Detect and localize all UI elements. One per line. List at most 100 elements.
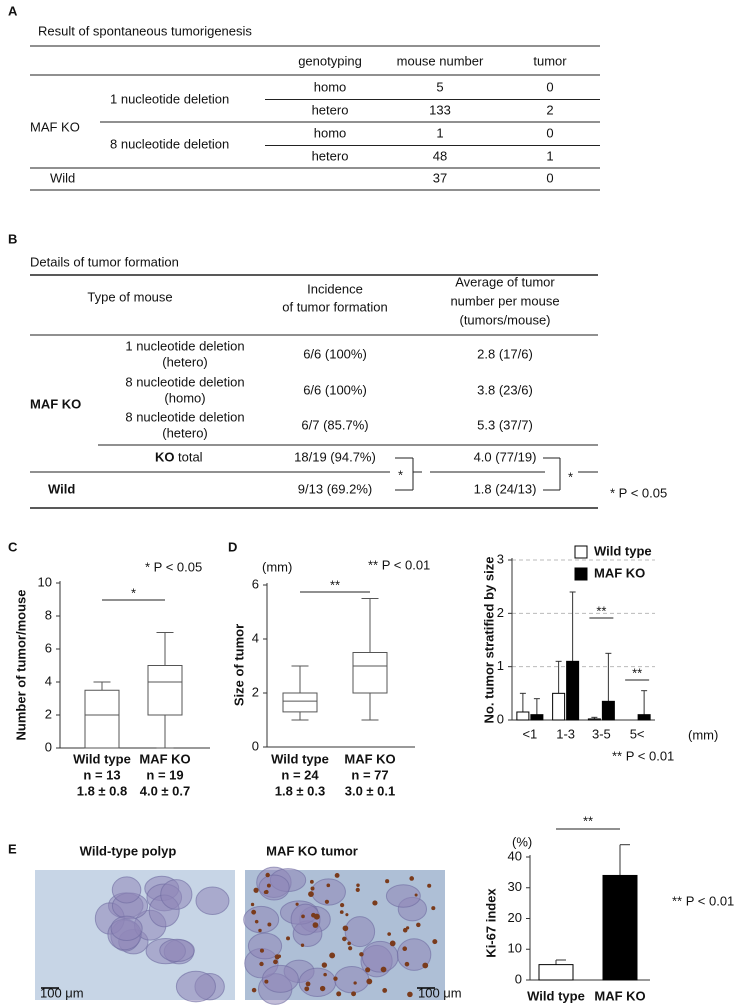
y-axis-label: Size of tumor xyxy=(231,624,246,706)
panel-label: A xyxy=(8,3,18,18)
table-cell: hetero xyxy=(312,148,349,163)
row-header: 8 nucleotide deletion xyxy=(125,374,244,389)
column-header: tumor xyxy=(533,53,567,68)
box xyxy=(282,692,318,713)
photo-texture xyxy=(264,979,269,984)
photo-texture xyxy=(323,972,327,977)
photo-texture xyxy=(355,887,360,892)
photo-texture xyxy=(339,910,344,914)
x-tick-label: 3-5 xyxy=(592,726,611,741)
n-label: n = 24 xyxy=(281,767,319,782)
row-header: (hetero) xyxy=(162,425,208,440)
photo-texture xyxy=(348,946,353,951)
y-tick-label: 8 xyxy=(45,607,52,622)
significance-mark: ** xyxy=(596,603,606,618)
column-header: of tumor formation xyxy=(282,299,388,314)
table-cell: homo xyxy=(314,79,347,94)
y-tick-label: 2 xyxy=(252,684,259,699)
annotation: * P < 0.05 xyxy=(145,559,202,574)
photo-texture xyxy=(336,991,342,997)
photo-texture xyxy=(310,886,315,891)
row-header: (hetero) xyxy=(162,354,208,369)
photo-texture xyxy=(309,879,314,884)
bar xyxy=(602,874,638,981)
table-cell: 0 xyxy=(546,79,553,94)
axis-unit: (%) xyxy=(512,834,532,849)
table-cell: 18/19 (94.7%) xyxy=(294,449,376,464)
photo-texture xyxy=(251,909,257,915)
row-group: MAF KO xyxy=(30,119,80,134)
mean-label: 1.8 ± 0.3 xyxy=(275,783,326,798)
photo-texture xyxy=(259,948,265,953)
significance-mark: * xyxy=(568,469,573,484)
photo-texture xyxy=(342,936,347,942)
y-tick-label: 40 xyxy=(508,848,522,863)
photo-texture xyxy=(345,913,349,917)
photo-texture xyxy=(110,915,143,942)
photo-texture xyxy=(250,902,255,907)
column-header: number per mouse xyxy=(450,293,559,308)
row-header: total xyxy=(178,449,203,464)
y-tick-label: 3 xyxy=(497,551,504,566)
photo-texture xyxy=(359,952,364,957)
table-cell: 9/13 (69.2%) xyxy=(298,481,372,496)
legend-swatch xyxy=(574,545,588,559)
significance-mark: ** xyxy=(330,577,340,592)
photo-texture xyxy=(298,967,337,998)
y-tick-label: 1 xyxy=(497,658,504,673)
photo-texture xyxy=(387,932,392,936)
photo-texture xyxy=(301,914,305,919)
bar xyxy=(587,718,601,721)
annotation: ** P < 0.01 xyxy=(612,748,674,763)
column-header: genotyping xyxy=(298,53,362,68)
photo-texture xyxy=(273,959,278,965)
photo-texture xyxy=(305,981,311,987)
table-cell: 1.8 (24/13) xyxy=(474,481,537,496)
photo-texture xyxy=(160,879,193,910)
photo-texture xyxy=(385,879,390,884)
photo-texture xyxy=(261,964,299,993)
photo-texture xyxy=(247,932,283,960)
photo-texture xyxy=(326,883,331,888)
photo-texture xyxy=(372,900,378,906)
row-header: 1 nucleotide deletion xyxy=(125,338,244,353)
photo-texture xyxy=(263,890,268,894)
row-header: KO xyxy=(155,449,175,464)
y-tick-label: 10 xyxy=(508,941,522,956)
x-tick-label: 5< xyxy=(630,726,645,741)
photo-texture xyxy=(254,919,259,924)
photo-texture xyxy=(251,987,257,993)
photo-texture xyxy=(414,893,418,897)
photo-texture xyxy=(340,902,345,908)
table-cell: 1 xyxy=(546,148,553,163)
image-title: Wild-type polyp xyxy=(80,843,177,858)
photo-texture xyxy=(334,966,370,994)
significance-mark: ** xyxy=(583,813,593,828)
x-tick-label: MAF KO xyxy=(594,988,645,1003)
photo-texture xyxy=(258,874,290,901)
axis-unit: (mm) xyxy=(688,727,718,742)
box xyxy=(352,652,388,694)
row-header: (homo) xyxy=(164,390,205,405)
box xyxy=(84,689,120,749)
photo-texture xyxy=(333,976,338,981)
photo-texture xyxy=(295,902,299,906)
table-cell: 6/6 (100%) xyxy=(303,346,367,361)
y-tick-label: 2 xyxy=(497,605,504,620)
photo-texture xyxy=(347,941,351,946)
table-title: Result of spontaneous tumorigenesis xyxy=(38,23,252,38)
photo-texture xyxy=(385,884,421,908)
column-header: Average of tumor xyxy=(455,274,555,289)
photo-texture xyxy=(402,946,408,952)
photo-texture xyxy=(382,987,388,993)
significance-mark: * xyxy=(398,467,403,482)
column-header: mouse number xyxy=(397,53,484,68)
scale-bar-label: 100 μm xyxy=(418,985,462,1000)
legend-label: Wild type xyxy=(594,543,652,558)
y-tick-label: 0 xyxy=(497,711,504,726)
photo-texture xyxy=(300,943,305,947)
photo-texture xyxy=(159,938,195,963)
panel-label: C xyxy=(8,539,18,554)
photo-texture xyxy=(404,961,410,967)
table-cell: 1 xyxy=(436,125,443,140)
